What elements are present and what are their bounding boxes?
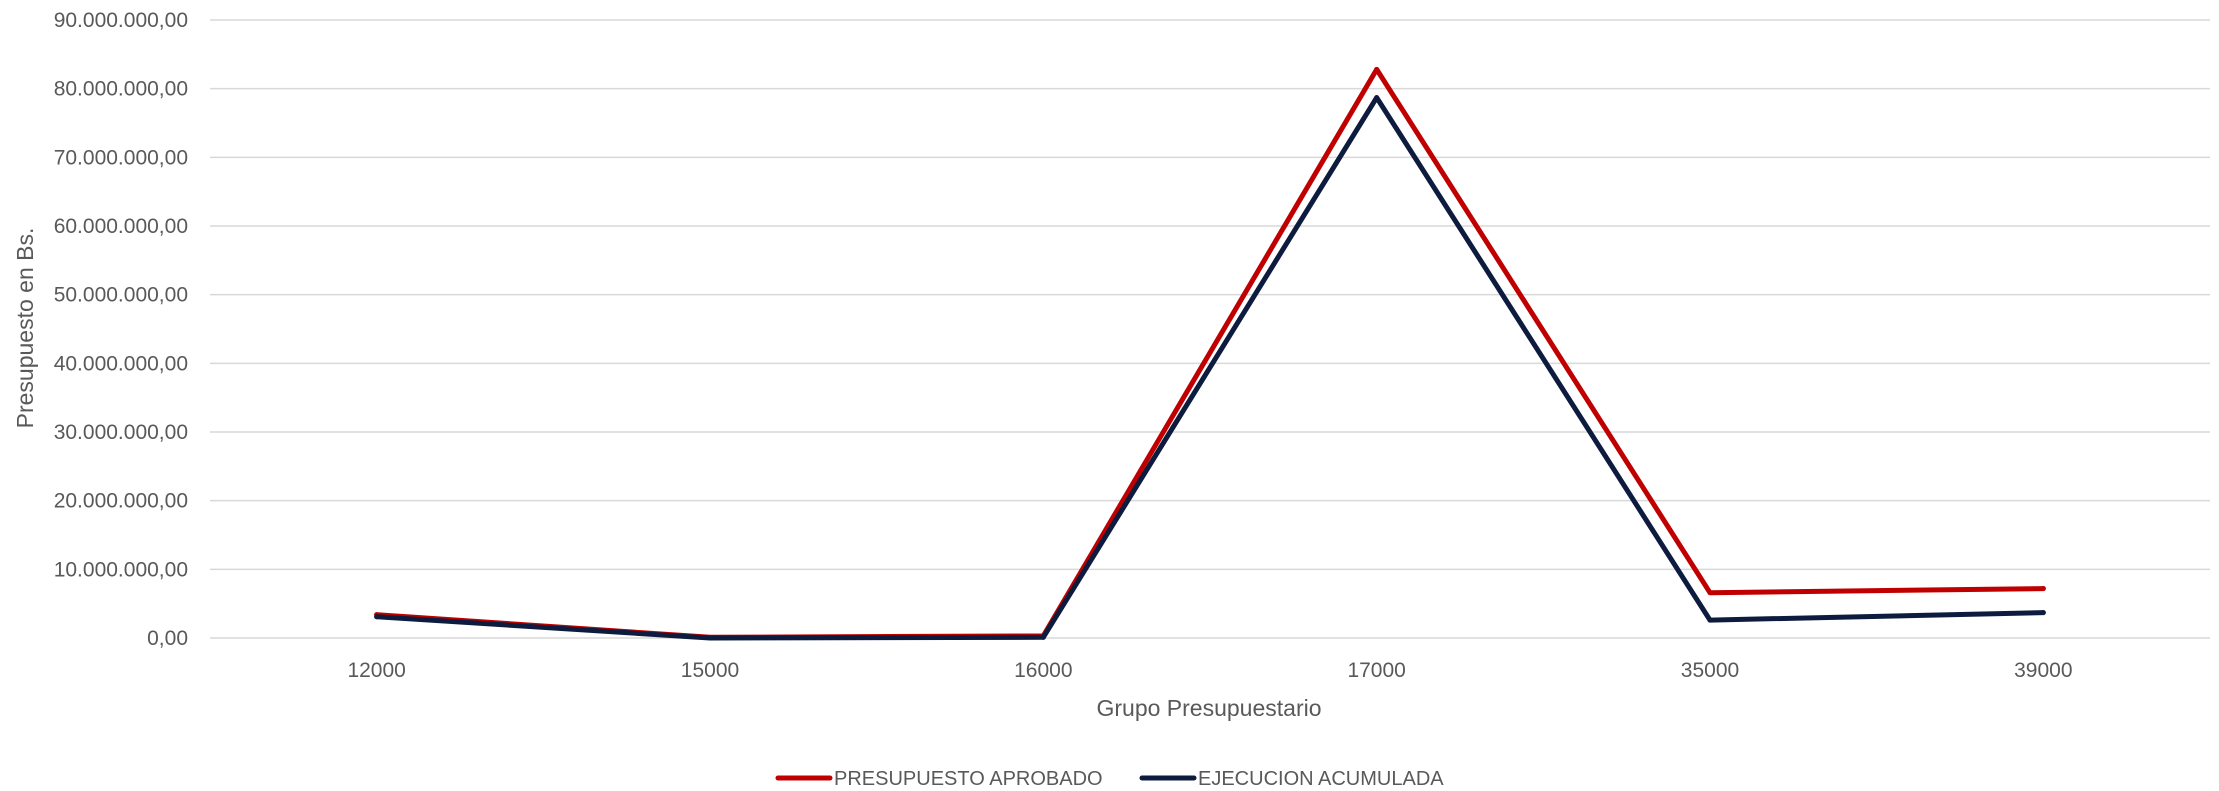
x-tick-label: 35000 [1681, 659, 1739, 682]
x-tick-label: 17000 [1347, 659, 1405, 682]
y-axis-tick-labels: 0,00 10.000.000,00 20.000.000,00 30.000.000… [54, 9, 188, 650]
data-point [2040, 610, 2046, 616]
y-tick-label: 50.000.000,00 [54, 284, 188, 307]
x-tick-label: 16000 [1014, 659, 1072, 682]
x-axis-tick-labels: 12000 15000 16000 17000 35000 39000 [347, 659, 2072, 682]
data-point [2040, 586, 2046, 592]
y-axis-title: Presupuesto en Bs. [12, 228, 38, 429]
series-line-1 [374, 66, 2046, 640]
legend: PRESUPUESTO APROBADO EJECUCION ACUMULADA [775, 768, 1444, 790]
series-line-2 [374, 95, 2046, 641]
data-point [1707, 617, 1713, 623]
data-point [1374, 95, 1380, 101]
x-tick-label: 15000 [681, 659, 739, 682]
x-tick-label: 12000 [347, 659, 405, 682]
series-lines [374, 66, 2046, 641]
y-tick-label: 40.000.000,00 [54, 352, 188, 375]
legend-label: PRESUPUESTO APROBADO [834, 768, 1103, 790]
y-tick-label: 70.000.000,00 [54, 146, 188, 169]
data-point [1040, 634, 1046, 640]
y-tick-label: 10.000.000,00 [54, 558, 188, 581]
y-tick-label: 60.000.000,00 [54, 215, 188, 238]
y-tick-label: 30.000.000,00 [54, 421, 188, 444]
y-tick-label: 20.000.000,00 [54, 490, 188, 513]
data-point [374, 614, 380, 620]
y-tick-label: 0,00 [147, 627, 188, 650]
y-tick-label: 90.000.000,00 [54, 9, 188, 32]
data-point [1707, 590, 1713, 596]
x-axis-title: Grupo Presupuestario [1096, 695, 1321, 721]
legend-label: EJECUCION ACUMULADA [1198, 768, 1444, 790]
y-tick-label: 80.000.000,00 [54, 78, 188, 101]
grid-lines [210, 19, 2210, 639]
data-point [707, 635, 713, 641]
x-tick-label: 39000 [2014, 659, 2072, 682]
data-point [1374, 66, 1380, 72]
